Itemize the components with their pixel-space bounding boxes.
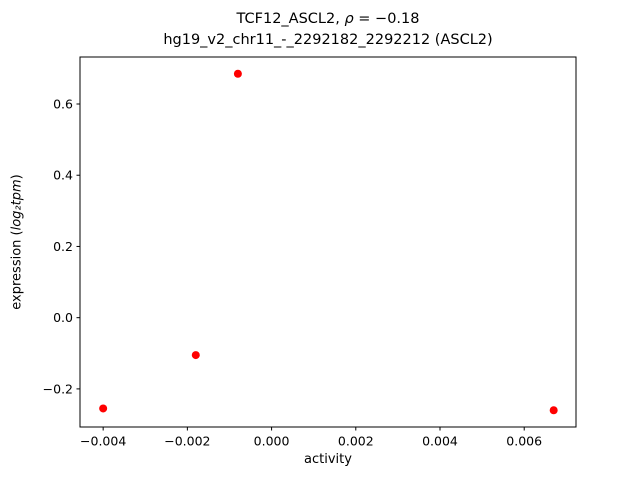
y-tick-label: 0.2 xyxy=(53,239,73,254)
y-tick-label: −0.2 xyxy=(43,381,73,396)
x-tick-label: −0.002 xyxy=(164,434,210,449)
x-tick-label: −0.004 xyxy=(80,434,126,449)
y-tick-label: 0.0 xyxy=(53,310,73,325)
rho-symbol: ρ xyxy=(344,11,354,27)
x-tick-label: 0.002 xyxy=(338,434,374,449)
plot-frame xyxy=(79,56,577,428)
x-tick-label: 0.006 xyxy=(506,434,542,449)
y-tick-label: 0.4 xyxy=(53,168,73,183)
data-point xyxy=(99,404,108,413)
data-point xyxy=(233,69,242,78)
data-point xyxy=(549,406,558,415)
chart-subtitle: hg19_v2_chr11_-_2292182_2292212 (ASCL2) xyxy=(163,32,493,48)
x-tick-label: 0.004 xyxy=(422,434,458,449)
data-point xyxy=(191,351,200,360)
x-axis-label: activity xyxy=(304,452,352,467)
chart-title-prefix: TCF12_ASCL2, xyxy=(236,11,345,27)
x-tick-label: 0.000 xyxy=(254,434,290,449)
rho-value: = −0.18 xyxy=(353,11,420,27)
chart-title: TCF12_ASCL2, ρ = −0.18 xyxy=(80,11,576,27)
y-tick-label: 0.6 xyxy=(53,97,73,112)
